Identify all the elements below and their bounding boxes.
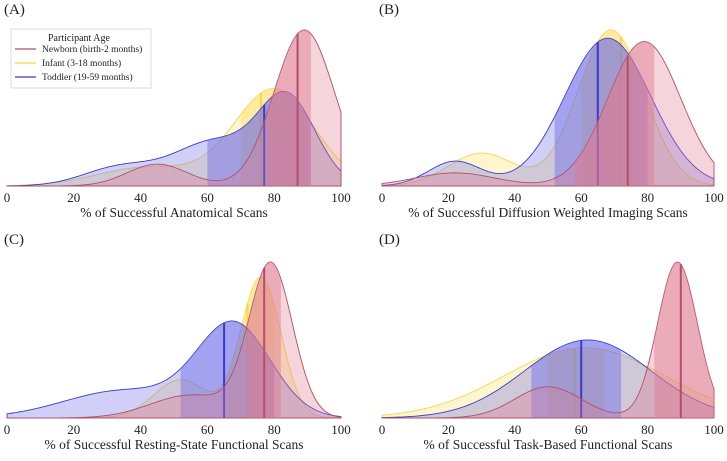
panel-label: (C) — [4, 232, 24, 248]
toddler-density-area — [381, 339, 715, 419]
toddler-iqr-band — [554, 38, 648, 187]
infant-density-area — [381, 29, 715, 187]
toddler-density-area — [381, 37, 715, 187]
newborn-density-area — [7, 29, 342, 187]
x-tick-label: 40 — [508, 190, 521, 205]
x-tick-label: 0 — [4, 422, 11, 437]
newborn-iqr-band — [654, 262, 714, 418]
toddler-iqr-band — [531, 340, 622, 418]
x-tick-label: 0 — [4, 190, 11, 205]
x-tick-label: 80 — [641, 190, 654, 205]
x-tick-label: 80 — [641, 422, 654, 437]
toddler-iqr-band — [180, 320, 275, 418]
x-tick-label: 0 — [379, 422, 386, 437]
newborn-iqr-band — [574, 41, 655, 186]
legend-entry-newborn: Newborn (birth-2 months) — [42, 44, 142, 55]
x-tick-label: 100 — [331, 422, 351, 437]
infant-iqr-band — [548, 347, 605, 418]
toddler-density-area — [6, 90, 342, 187]
x-tick-label: 60 — [575, 422, 588, 437]
x-tick-label: 100 — [704, 190, 724, 205]
x-tick-label: 100 — [331, 190, 351, 205]
panel-label: (A) — [4, 2, 25, 18]
x-tick-label: 80 — [268, 190, 281, 205]
x-axis-label: % of Successful Resting-State Functional… — [44, 437, 303, 452]
x-tick-label: 100 — [704, 422, 724, 437]
x-tick-label: 60 — [201, 190, 214, 205]
x-axis-label: % of Successful Task-Based Functional Sc… — [424, 437, 673, 452]
panel-label: (D) — [379, 232, 400, 248]
panel-3: (D) 0 20 40 60 80 100 % of Successful Task-Base… — [379, 232, 724, 452]
legend-title: Participant Age — [48, 33, 110, 44]
x-tick-label: 60 — [201, 422, 214, 437]
legend-entry-infant: Infant (3-18 months) — [42, 58, 121, 69]
x-tick-label: 20 — [442, 190, 455, 205]
newborn-density-area — [381, 41, 715, 187]
x-tick-label: 20 — [67, 190, 80, 205]
newborn-density-area — [6, 261, 342, 419]
panel-2: (C) 0 20 40 60 80 100 % of Successful Resting-S… — [4, 232, 351, 452]
toddler-density-area — [6, 320, 342, 419]
x-axis-label: % of Successful Anatomical Scans — [80, 205, 267, 220]
infant-iqr-band — [227, 276, 275, 418]
x-tick-label: 20 — [67, 422, 80, 437]
x-tick-label: 60 — [575, 190, 588, 205]
x-tick-label: 80 — [268, 422, 281, 437]
legend-box — [10, 28, 152, 89]
x-axis-label: % of Successful Diffusion Weighted Imagi… — [408, 205, 688, 220]
x-tick-label: 40 — [134, 190, 147, 205]
panel-label: (B) — [379, 2, 399, 18]
infant-density-area — [381, 347, 715, 419]
x-tick-label: 0 — [379, 190, 386, 205]
panel-1: (B) 0 20 40 60 80 100 % of Successful Diffusion… — [379, 2, 724, 220]
x-tick-label: 40 — [508, 422, 521, 437]
panel-0: (A) 0 20 40 60 80 100 % of Successful Anatomica… — [4, 2, 351, 220]
newborn-iqr-band — [267, 30, 311, 186]
x-tick-label: 20 — [442, 422, 455, 437]
legend-entry-toddler: Toddler (19-59 months) — [42, 72, 133, 83]
x-tick-label: 40 — [134, 422, 147, 437]
toddler-iqr-band — [207, 91, 311, 186]
